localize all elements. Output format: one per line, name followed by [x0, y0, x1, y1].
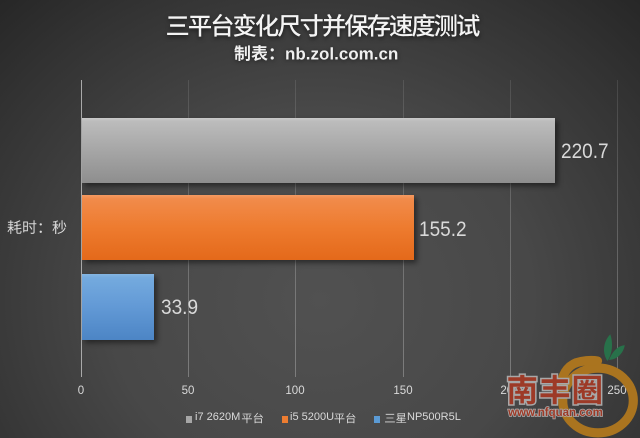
svg-text:www.nfquan.com: www.nfquan.com: [507, 407, 603, 419]
